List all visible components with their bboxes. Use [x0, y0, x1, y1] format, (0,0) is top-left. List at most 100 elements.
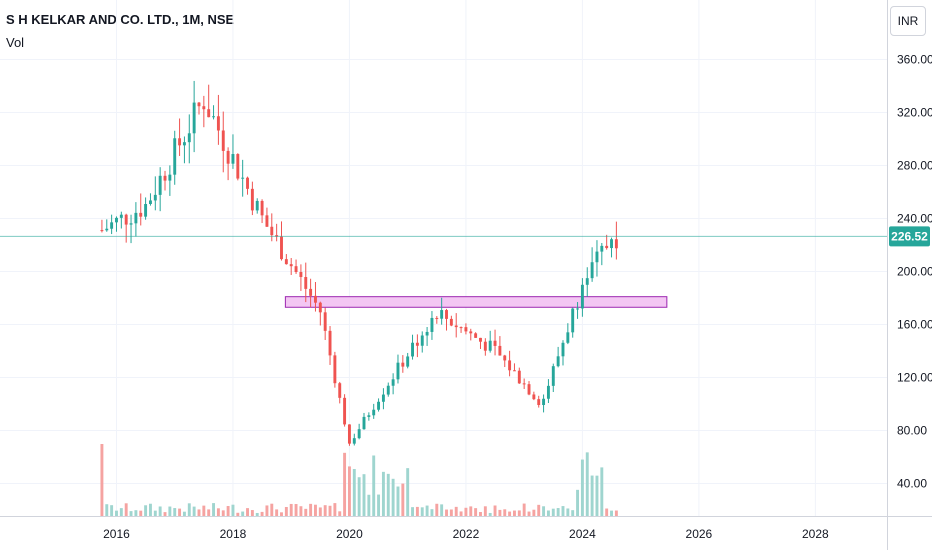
candle-body: [537, 399, 541, 406]
candle-body: [590, 262, 594, 279]
candle-body: [328, 330, 332, 356]
candle-body: [275, 235, 279, 237]
candle-body: [556, 356, 560, 367]
volume-bar: [377, 494, 381, 516]
candle-body: [585, 278, 589, 285]
volume-bar: [343, 452, 347, 516]
candle-body: [493, 340, 497, 346]
candle-body: [362, 416, 366, 430]
volume-bar: [352, 469, 356, 516]
volume-bar: [289, 503, 293, 516]
volume-bar: [537, 504, 541, 516]
candle-body: [576, 308, 580, 310]
candle-body: [406, 356, 410, 367]
candle-body: [221, 130, 225, 151]
x-tick-label: 2024: [569, 527, 596, 541]
volume-bar: [425, 505, 429, 516]
candle-body: [459, 327, 463, 329]
candle-body: [158, 175, 162, 195]
currency-button[interactable]: INR: [890, 6, 926, 36]
candle-body: [474, 333, 478, 338]
y-tick-label: 360.00: [897, 53, 932, 67]
volume-bar: [246, 508, 249, 516]
candle-body: [216, 116, 220, 131]
candle-body: [396, 362, 400, 380]
volume-bar: [508, 511, 512, 516]
candle-body: [357, 429, 361, 439]
volume-bar: [192, 506, 196, 516]
x-tick-label: 2028: [802, 527, 829, 541]
volume-bar: [483, 506, 487, 516]
candle-body: [129, 223, 133, 225]
zone-rect[interactable]: [284, 296, 668, 308]
volume-bar: [474, 508, 478, 516]
candle-body: [343, 397, 347, 425]
candle-body: [445, 310, 448, 319]
volume-bar: [323, 505, 327, 516]
volume-bar: [275, 509, 279, 516]
volume-bar: [488, 512, 492, 516]
volume-bar: [595, 475, 599, 516]
volume-bar: [216, 508, 220, 516]
volume-bar: [614, 510, 618, 516]
volume-bar: [600, 467, 604, 516]
volume-bar: [148, 503, 152, 516]
volume-bars: [100, 444, 618, 516]
volume-bar: [449, 509, 453, 516]
candle-body: [435, 317, 439, 319]
candle-body: [595, 251, 599, 263]
candle-body: [139, 212, 143, 217]
candle-body: [469, 331, 473, 334]
candle-body: [192, 102, 196, 134]
volume-bar: [314, 504, 317, 516]
candle-body: [430, 317, 434, 332]
candle-body: [454, 325, 458, 328]
volume-bar: [115, 510, 118, 516]
candle-body: [566, 332, 570, 343]
volume-bar: [367, 494, 371, 516]
candle-body: [580, 284, 584, 309]
volume-bar: [221, 510, 225, 516]
volume-bar: [493, 505, 497, 516]
candle-body: [522, 383, 526, 385]
candle-body: [318, 302, 322, 313]
volume-bar: [265, 505, 269, 516]
volume-bar: [454, 506, 458, 516]
candle-body: [532, 394, 536, 400]
volume-bar: [580, 459, 584, 516]
candle-body: [226, 150, 230, 164]
candle-body: [124, 214, 128, 225]
volume-bar: [178, 508, 182, 516]
candlestick-series: [100, 80, 618, 446]
volume-bar: [459, 511, 463, 516]
volume-bar: [153, 510, 157, 516]
y-tick-label: 280.00: [897, 159, 932, 173]
volume-bar: [372, 455, 376, 516]
volume-bar: [168, 506, 172, 516]
volume-bar: [415, 506, 419, 516]
volume-bar: [304, 508, 308, 516]
volume-bar: [605, 508, 609, 516]
candle-body: [561, 342, 565, 357]
volume-bar: [551, 508, 555, 516]
volume-bar: [110, 505, 114, 516]
candle-body: [231, 154, 235, 164]
y-tick-label: 80.00: [897, 424, 927, 438]
volume-bar: [590, 475, 594, 516]
candle-body: [153, 194, 157, 201]
volume-bar: [469, 506, 473, 516]
candle-body: [250, 188, 254, 211]
volume-bar: [411, 507, 414, 516]
candle-body: [294, 266, 298, 273]
volume-bar: [401, 483, 405, 516]
candle-body: [338, 383, 342, 398]
candle-body: [527, 384, 531, 395]
volume-bar: [182, 511, 186, 516]
candle-body: [464, 327, 468, 332]
volume-bar: [396, 486, 400, 516]
volume-bar: [250, 510, 254, 516]
volume-bar: [381, 471, 385, 516]
